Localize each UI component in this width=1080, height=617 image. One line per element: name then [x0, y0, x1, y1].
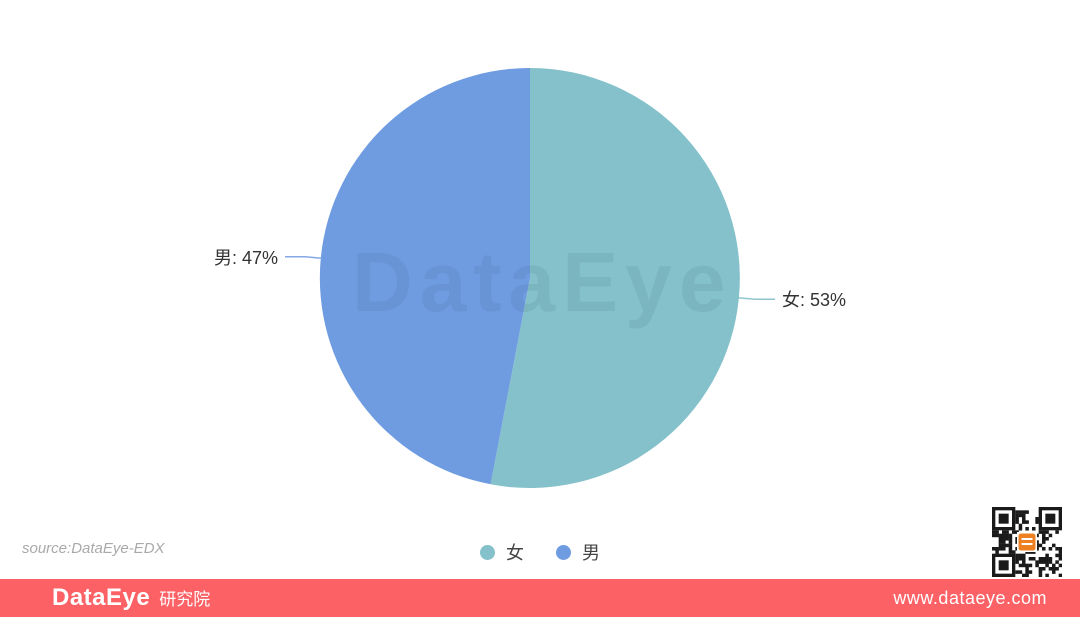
legend-swatch — [556, 544, 571, 560]
pie-chart-area: DataEye 女: 53% 男: 47% — [213, 67, 847, 488]
slice-label-1: 男: 47% — [213, 247, 278, 268]
legend-swatch — [480, 544, 495, 560]
leader-line-男 — [285, 255, 322, 260]
legend-label: 女 — [506, 543, 524, 563]
footer-website: www.dataeye.com — [893, 587, 1047, 608]
legend: 女 男 — [0, 539, 1080, 565]
pie-svg — [285, 67, 775, 488]
dataeye-logo: DataEye — [52, 584, 151, 611]
footer: DataEye 研究院 www.dataeye.com — [0, 579, 1080, 617]
brand-suffix: 研究院 — [159, 590, 211, 609]
qr-code — [992, 507, 1062, 577]
pie-slice-女[interactable] — [490, 68, 740, 488]
legend-label: 男 — [582, 543, 600, 563]
slice-label-0: 女: 53% — [781, 290, 847, 311]
footer-brand: DataEye 研究院 — [52, 584, 210, 612]
leader-line-女 — [738, 296, 775, 301]
pie-slice-男[interactable] — [319, 67, 530, 485]
source-note: source:DataEye-EDX — [22, 540, 165, 557]
legend-item-female[interactable]: 女 — [480, 539, 524, 565]
legend-item-male[interactable]: 男 — [556, 539, 600, 565]
